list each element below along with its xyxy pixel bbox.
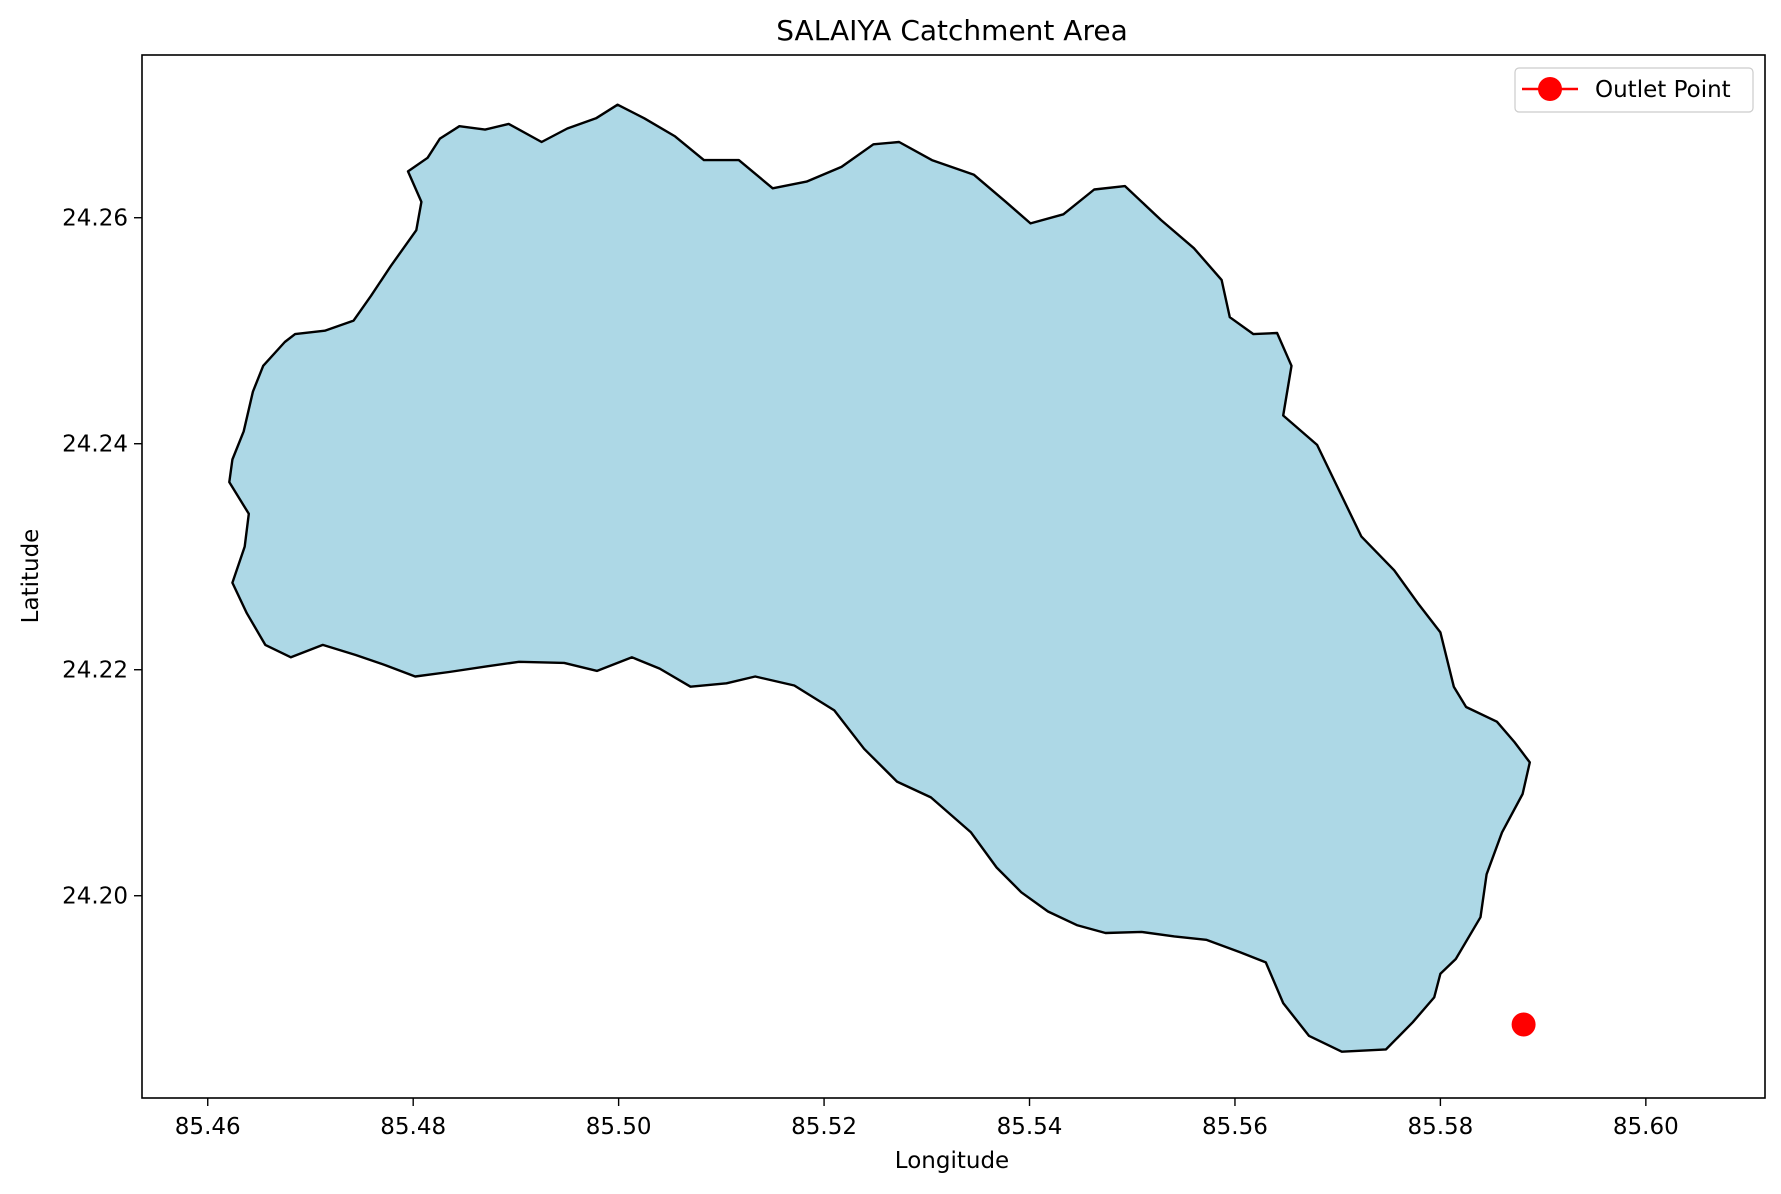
y-tick-label: 24.26: [62, 206, 128, 232]
x-tick-label: 85.48: [380, 1114, 446, 1140]
x-tick-label: 85.50: [586, 1114, 652, 1140]
x-tick-label: 85.58: [1407, 1114, 1473, 1140]
y-tick-label: 24.20: [62, 884, 128, 910]
axes-frame: [141, 54, 1766, 1099]
legend-marker-icon: [1538, 77, 1562, 101]
catchment-polygon: [228, 103, 1531, 1053]
x-tick-label: 85.60: [1613, 1114, 1679, 1140]
x-tick-label: 85.54: [997, 1114, 1063, 1140]
y-tick-label: 24.22: [62, 658, 128, 684]
chart-title: SALAIYA Catchment Area: [776, 14, 1127, 47]
y-tick-label: 24.24: [62, 432, 128, 458]
plot-area: [228, 103, 1536, 1053]
outlet-point-marker: [1511, 1012, 1536, 1037]
legend-frame: [1514, 67, 1754, 113]
x-axis-ticks: 85.46 85.48 85.50 85.52 85.54 85.56 85.58 85.60: [175, 1098, 1679, 1140]
x-tick-label: 85.56: [1202, 1114, 1268, 1140]
legend: Outlet Point: [1514, 67, 1754, 113]
y-axis-ticks: 24.20 24.22 24.24 24.26: [62, 206, 142, 910]
x-tick-label: 85.52: [791, 1114, 857, 1140]
y-axis-label: Latitude: [18, 529, 44, 624]
legend-entry-outlet-point: Outlet Point: [1595, 77, 1731, 103]
x-tick-label: 85.46: [175, 1114, 241, 1140]
x-axis-label: Longitude: [895, 1148, 1009, 1174]
